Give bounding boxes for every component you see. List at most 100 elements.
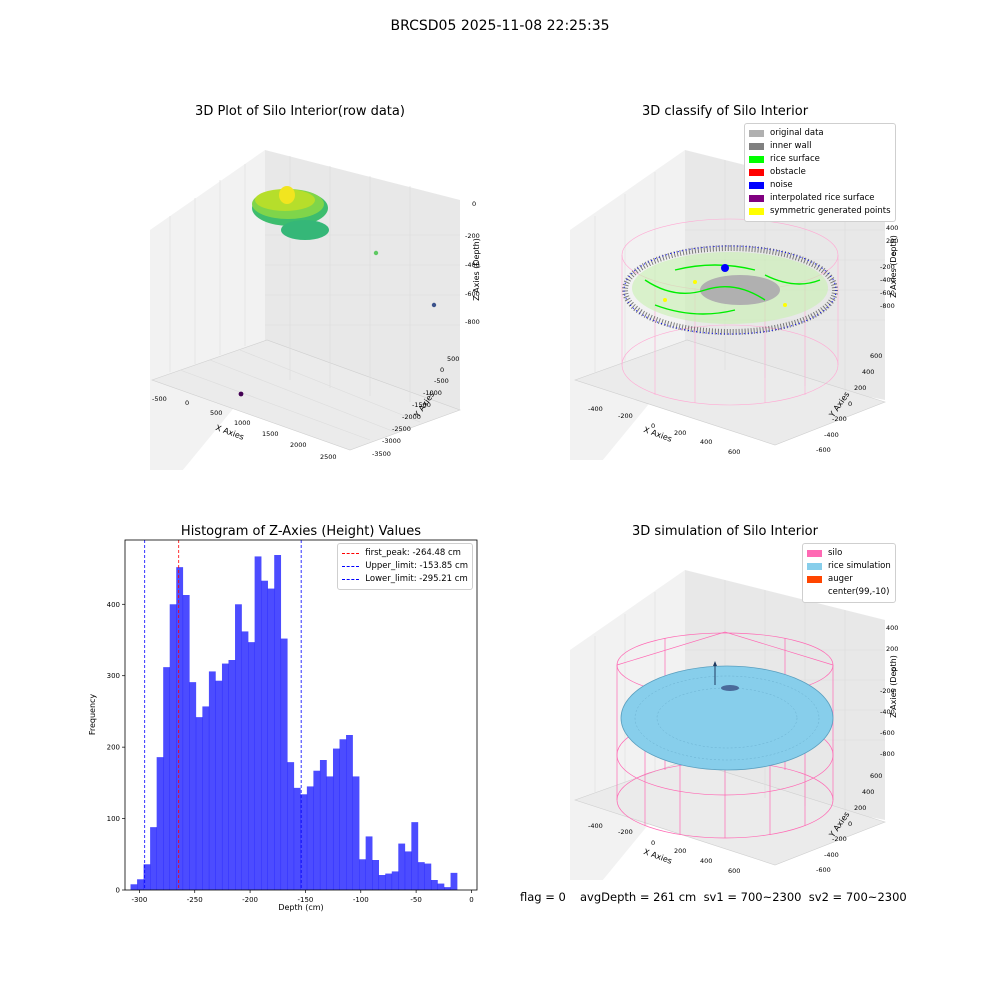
classify-noise: [623, 245, 837, 335]
histogram-y-label: Frequency: [88, 693, 98, 736]
histogram-bar: [143, 864, 151, 890]
raw-plot-title: 3D Plot of Silo Interior(row data): [195, 104, 405, 119]
histogram-bar: [450, 872, 458, 890]
legend-item-noise: noise: [749, 179, 891, 192]
histogram-bar: [274, 555, 282, 890]
histogram-bar: [417, 862, 425, 890]
histogram-bar: [287, 762, 295, 890]
histogram-bar: [176, 567, 184, 890]
raw-3d-plot: [150, 150, 461, 470]
histogram-bar: [378, 875, 386, 890]
histogram-bar: [228, 660, 236, 890]
legend-item-symmetric-generated-points: symmetric generated points: [749, 205, 891, 218]
histogram-bar: [137, 879, 144, 890]
histogram-y-tick-label: 100: [107, 815, 120, 823]
histogram-bar: [306, 786, 314, 890]
histogram-bar: [404, 851, 412, 890]
raw-outlier-point: [238, 391, 244, 397]
legend-item-upper-limit: Upper_limit: -153.85 cm: [342, 560, 468, 573]
histogram-bar: [163, 667, 171, 890]
histogram-bar: [352, 776, 360, 890]
histogram-bar: [241, 631, 249, 890]
histogram-y-tick-label: 200: [107, 744, 120, 752]
histogram-bar: [385, 873, 393, 890]
histogram-bar: [372, 860, 380, 890]
histogram-bar: [254, 556, 262, 890]
raw-outlier-point: [431, 302, 437, 308]
histogram-bar: [280, 638, 288, 890]
histogram-bar: [293, 787, 301, 890]
histogram-bar: [391, 871, 399, 890]
histogram-x-tick-label: -200: [242, 896, 258, 904]
histogram-bar: [202, 706, 210, 890]
histogram-bar: [248, 642, 255, 890]
histogram-bar: [261, 580, 268, 890]
histogram-bar: [235, 604, 242, 890]
histogram-y-tick-label: 300: [107, 672, 120, 680]
legend-item-lower-limit: Lower_limit: -295.21 cm: [342, 573, 468, 586]
legend-item-first-peak: first_peak: -264.48 cm: [342, 547, 468, 560]
legend-item-center: center(99,-10): [807, 586, 891, 599]
classify-inner-wall: [622, 245, 838, 335]
legend-item-rice-surface: rice surface: [749, 153, 891, 166]
histogram-bar: [208, 671, 216, 890]
histogram-title: Histogram of Z-Axies (Height) Values: [180, 524, 422, 539]
histogram-x-tick-label: -50: [410, 896, 421, 904]
histogram-axes-frame: [124, 539, 478, 891]
histogram-x-tick-label: -150: [297, 896, 313, 904]
histogram-bar: [267, 588, 275, 890]
legend-item-inner-wall: inner wall: [749, 140, 891, 153]
histogram-bar: [430, 880, 438, 890]
simulation-rice-surface: [620, 665, 834, 771]
raw-outlier-point: [373, 250, 379, 256]
simulation-3d-plot: [570, 570, 886, 880]
histogram-bar: [182, 595, 190, 890]
histogram-bar: [313, 770, 321, 890]
histogram-bar: [130, 884, 138, 890]
legend-item-original-data: original data: [749, 127, 891, 140]
histogram-y-tick-label: 400: [107, 601, 120, 609]
legend-item-auger: auger: [807, 573, 891, 586]
legend-item-rice-simulation: rice simulation: [807, 560, 891, 573]
histogram-bar: [365, 836, 373, 890]
histogram-x-tick-label: 0: [469, 896, 473, 904]
histogram-bar: [346, 735, 353, 890]
classify-legend: original data inner wall rice surface ob…: [744, 123, 896, 222]
simulation-plot-title: 3D simulation of Silo Interior: [632, 524, 818, 539]
histogram-bar: [195, 717, 203, 890]
histogram-bar: [411, 822, 419, 890]
histogram-x-tick-label: -100: [353, 896, 369, 904]
histogram-bar: [398, 843, 406, 890]
legend-item-silo: silo: [807, 547, 891, 560]
histogram-bar: [156, 757, 164, 890]
histogram-bar: [339, 739, 347, 890]
histogram-bar: [332, 748, 340, 890]
histogram-bar: [169, 604, 177, 890]
simulation-z-label: Z Axies (Depth): [888, 655, 898, 718]
legend-item-obstacle: obstacle: [749, 166, 891, 179]
figure-title: BRCSD05 2025-11-08 22:25:35: [390, 18, 610, 34]
histogram-bar: [150, 827, 157, 890]
histogram-bar: [424, 863, 432, 890]
histogram-legend: first_peak: -264.48 cm Upper_limit: -153…: [337, 543, 473, 590]
raw-rice-surface: [252, 186, 329, 240]
histogram-bar: [215, 680, 223, 890]
histogram-bar: [444, 887, 451, 890]
avg-depth-text: avgDepth = 261 cm sv1 = 700~2300 sv2 = 7…: [580, 890, 907, 904]
legend-item-interpolated-rice-surface: interpolated rice surface: [749, 192, 891, 205]
histogram-y-tick-label: 0: [116, 887, 120, 895]
histogram-bar: [300, 794, 308, 890]
histogram-bar: [326, 776, 334, 890]
histogram-x-label: Depth (cm): [278, 903, 324, 912]
classify-plot-title: 3D classify of Silo Interior: [641, 104, 809, 119]
flag-text: flag = 0: [520, 890, 566, 904]
histogram-x-tick-label: -300: [131, 896, 147, 904]
histogram-bar: [221, 663, 229, 890]
simulation-legend: silo rice simulation auger center(99,-10…: [802, 543, 896, 603]
histogram-bar: [319, 760, 327, 890]
histogram-bar: [437, 883, 445, 890]
histogram-bar: [359, 859, 366, 890]
histogram-x-tick-label: -250: [187, 896, 203, 904]
histogram-bar: [189, 682, 197, 890]
